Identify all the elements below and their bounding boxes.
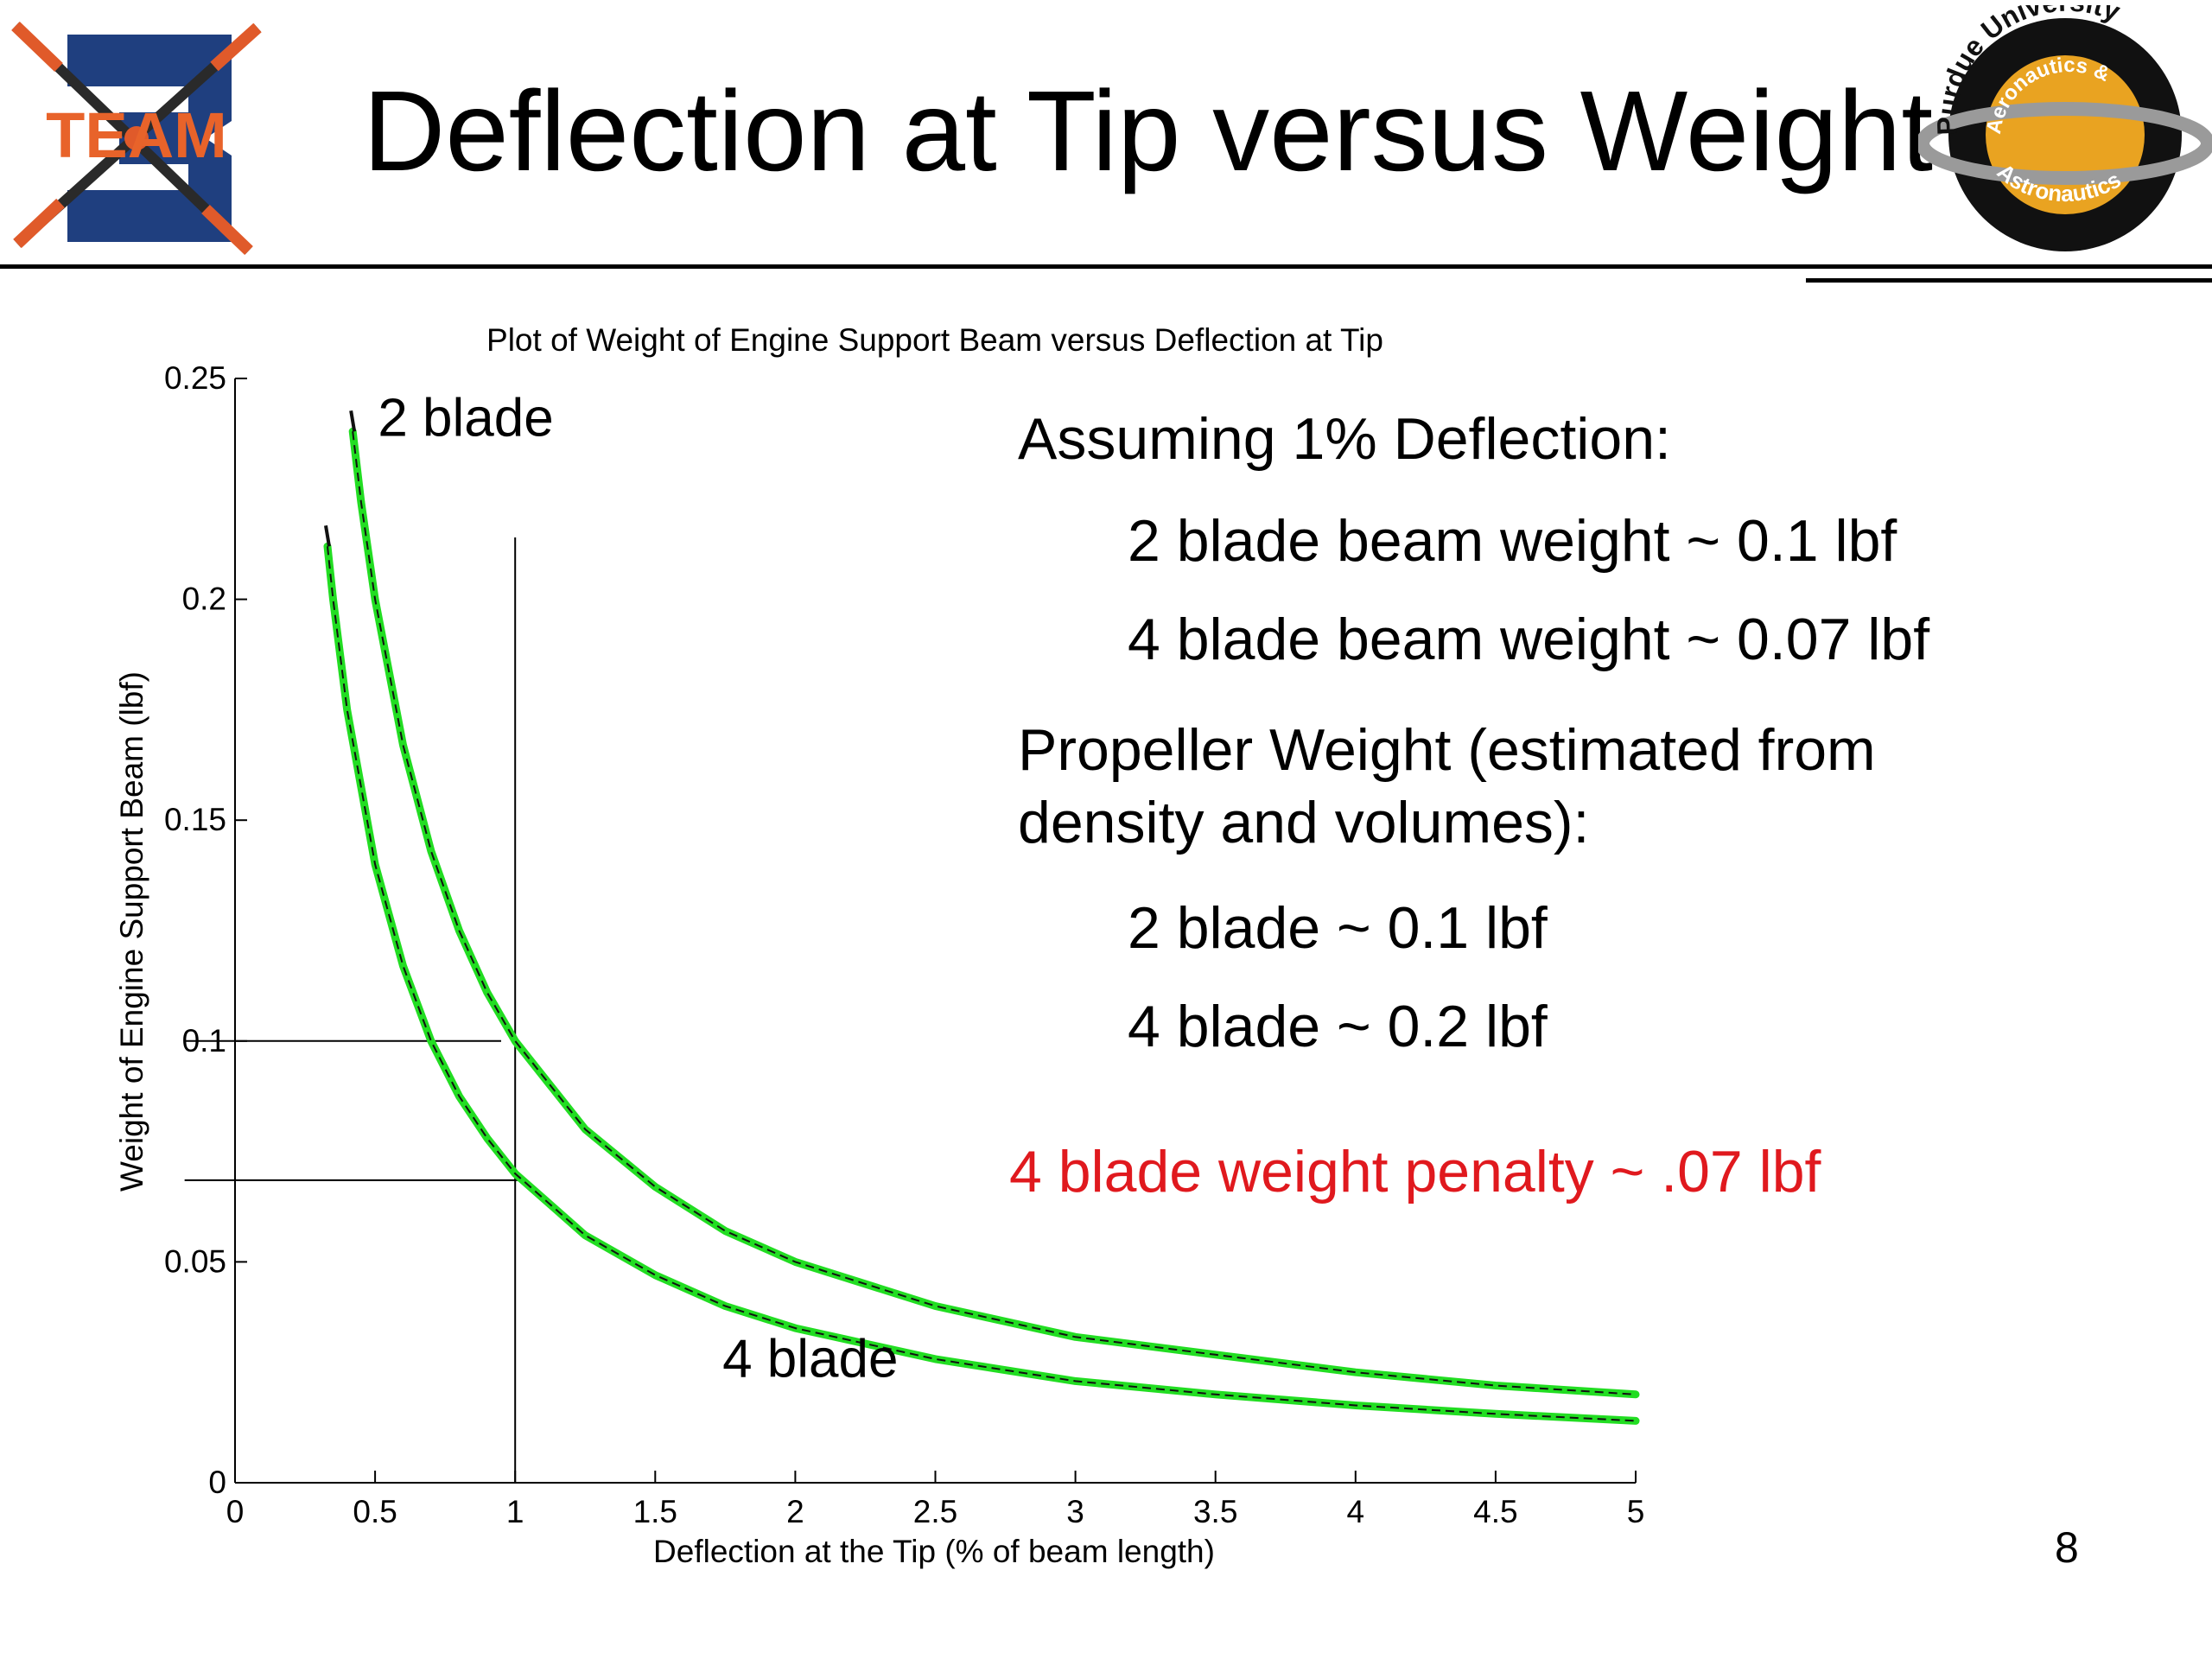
propeller-tip-icon [13, 198, 65, 249]
x-tick-label: 5 [1627, 1494, 1645, 1529]
annotation-4-blade: 4 blade [722, 1329, 898, 1389]
notes-line-4: 4 blade ~ 0.2 lbf [1128, 994, 1548, 1059]
chart-axes: 0 0.5 1 1.5 2 2.5 3 3.5 4 4.5 500.050.10.150.20.25 [164, 360, 1644, 1529]
y-tick-label: 0.15 [164, 802, 226, 837]
header-rule-accent [1806, 278, 2212, 283]
series-start-tick-2-blade [349, 410, 357, 432]
notes-line-1: 2 blade beam weight ~ 0.1 lbf [1128, 508, 1897, 574]
y-axis-label: Weight of Engine Support Beam (lbf) [114, 671, 149, 1192]
deflection-weight-chart: Plot of Weight of Engine Support Beam ve… [114, 322, 1644, 1569]
x-tick-label: 0 [226, 1494, 245, 1529]
purdue-logo: Purdue University Aeronautics & Astronau… [1918, 5, 2212, 251]
chart-title: Plot of Weight of Engine Support Beam ve… [486, 322, 1383, 358]
header-rule [0, 264, 2212, 269]
notes-line-3: 2 blade ~ 0.1 lbf [1128, 895, 1548, 961]
series-line-core-2-blade [352, 431, 1637, 1395]
notes-heading-2-line-1: Propeller Weight (estimated from [1018, 717, 1876, 783]
x-tick-label: 1.5 [633, 1494, 677, 1529]
x-axis-label: Deflection at the Tip (% of beam length) [653, 1534, 1215, 1569]
x-tick-label: 4.5 [1473, 1494, 1517, 1529]
series-group [323, 410, 1640, 1425]
x-tick-label: 2.5 [913, 1494, 957, 1529]
weight-penalty-note: 4 blade weight penalty ~ .07 lbf [1009, 1139, 1821, 1205]
seal-orbit-icon [1918, 102, 2212, 185]
notes-heading-2-line-2: density and volumes): [1018, 790, 1590, 855]
page-number: 8 [2055, 1523, 2079, 1572]
notes-line-2: 4 blade beam weight ~ 0.07 lbf [1128, 607, 1930, 672]
series-start-tick-4-blade [324, 524, 331, 547]
x-tick-label: 3 [1066, 1494, 1084, 1529]
x-tick-label: 3.5 [1193, 1494, 1237, 1529]
x-tick-label: 0.5 [353, 1494, 397, 1529]
series-line-core-4-blade [327, 546, 1637, 1422]
slide-title: Deflection at Tip versus Weight [363, 67, 1934, 194]
reference-lines [184, 537, 521, 1483]
y-tick-label: 0 [208, 1465, 226, 1500]
team-logo: TEAM [11, 21, 262, 256]
x-tick-label: 4 [1347, 1494, 1365, 1529]
propeller-tip-icon [11, 21, 63, 73]
series-line-4-blade [323, 542, 1640, 1425]
x-tick-label: 1 [506, 1494, 524, 1529]
notes-heading-1: Assuming 1% Deflection: [1018, 406, 1671, 472]
team-logo-text: TEAM [46, 99, 227, 171]
x-tick-label: 2 [786, 1494, 804, 1529]
y-tick-label: 0.25 [164, 360, 226, 396]
propeller-hub-icon [124, 126, 149, 150]
propeller-tip-icon [201, 204, 253, 256]
y-tick-label: 0.05 [164, 1243, 226, 1279]
y-tick-label: 0.2 [182, 582, 226, 617]
chart-annotations: 2 blade 4 blade [378, 388, 898, 1389]
propeller-tip-icon [210, 22, 262, 72]
annotation-2-blade: 2 blade [378, 388, 553, 448]
